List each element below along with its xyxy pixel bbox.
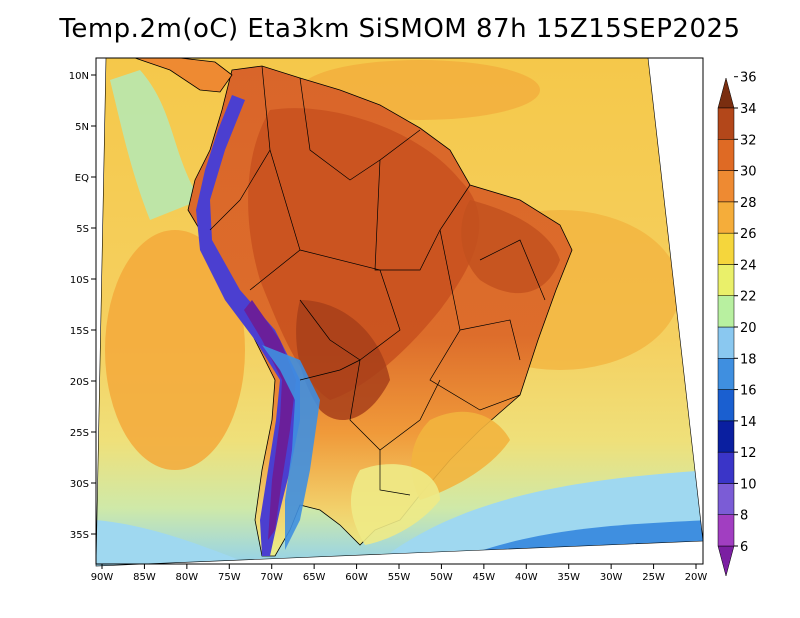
colorbar-label: 14 (740, 415, 757, 430)
southeast-mild-zone (411, 411, 510, 500)
temperature-field (96, 58, 703, 566)
lat-tick-label: 30S (70, 479, 89, 490)
colorbar-label: 8 (740, 509, 748, 524)
pacific-warm-area (105, 230, 245, 470)
lat-tick-label: 10S (70, 275, 89, 286)
lat-tick-label: 15S (70, 326, 89, 337)
lon-tick-label: 85W (133, 572, 156, 583)
lon-tick-label: 50W (430, 572, 453, 583)
lon-tick-label: 25W (642, 572, 665, 583)
lon-tick-label: 40W (515, 572, 538, 583)
andes-foothills-cool (262, 345, 320, 550)
colorbar-swatch (717, 358, 735, 390)
pacific-coastal-cool (110, 70, 200, 220)
lon-tick-label: 90W (91, 572, 114, 583)
colorbar-swatch (717, 264, 735, 296)
colorbar-swatch (717, 389, 735, 422)
colorbar-swatch (717, 201, 735, 234)
northeast-hot-zone (461, 200, 560, 294)
colorbar-swatch (717, 514, 735, 547)
south-pacific-cool (96, 520, 240, 566)
colorbar-swatch (717, 170, 735, 203)
lon-tick-label: 35W (557, 572, 580, 583)
colorbar-label: 32 (740, 133, 757, 148)
lat-tick-label: 10N (69, 71, 89, 82)
colorbar-swatch (717, 451, 735, 484)
colorbar-min-triangle (717, 545, 735, 577)
lon-tick-label: 55W (388, 572, 411, 583)
lat-tick-label: 5S (76, 224, 89, 235)
country-borders (209, 65, 546, 496)
colorbar-label: 16 (740, 384, 757, 399)
colorbar-label: 28 (740, 196, 757, 211)
colorbar-max-triangle (717, 77, 735, 109)
pampas-cool-zone (350, 464, 440, 545)
central-america-land (134, 58, 233, 93)
colorbar-swatch (717, 483, 735, 515)
latitude-axis: 10N 5N EQ 5S 10S 15S 20S 25S 30S 35S (69, 71, 96, 541)
colorbar-label: 24 (740, 258, 757, 273)
lat-tick-label: 35S (70, 530, 89, 541)
colorbar-label: 6 (740, 540, 748, 555)
lon-tick-label: 30W (600, 572, 623, 583)
colorbar-label: 18 (740, 352, 757, 367)
andes-cold-strip (196, 95, 300, 556)
colorbar-label: 30 (740, 165, 757, 180)
colorbar-label: 26 (740, 227, 757, 242)
lon-tick-label: 80W (176, 572, 199, 583)
lat-tick-label: 25S (70, 428, 89, 439)
colorbar-label: 12 (740, 446, 757, 461)
lat-tick-label: 5N (75, 122, 89, 133)
lat-tick-label: EQ (75, 173, 89, 184)
colorbar-label: 34 (740, 102, 757, 117)
colorbar-label: 20 (740, 321, 757, 336)
colorbar-swatch (717, 107, 735, 140)
lon-tick-label: 65W (303, 572, 326, 583)
lon-tick-label: 20W (685, 572, 708, 583)
colorbar-swatch (717, 139, 735, 171)
lon-tick-label: 60W (345, 572, 368, 583)
colorbar-swatch (717, 232, 735, 265)
colorbar: 6 8 10 12 14 16 18 20 22 24 26 28 30 32 34 36 (717, 71, 757, 577)
lon-tick-label: 70W (260, 572, 283, 583)
longitude-axis: 90W 85W 80W 75W 70W 65W 60W 55W 50W 45W 40W 35W 30W 2… (91, 564, 708, 583)
lon-tick-label: 45W (473, 572, 496, 583)
colorbar-swatch (717, 420, 735, 453)
lon-tick-label: 75W (218, 572, 241, 583)
colorbar-swatch (717, 326, 735, 359)
colorbar-swatch (717, 295, 735, 328)
lat-tick-label: 20S (70, 377, 89, 388)
colorbar-label: 36 (740, 71, 757, 86)
map-title: Temp.2m(oC) Eta3km SiSMOM 87h 15Z15SEP20… (59, 14, 741, 44)
colorbar-label: 22 (740, 290, 757, 305)
colorbar-label: 10 (740, 477, 757, 492)
chaco-hot-zone (296, 300, 390, 420)
